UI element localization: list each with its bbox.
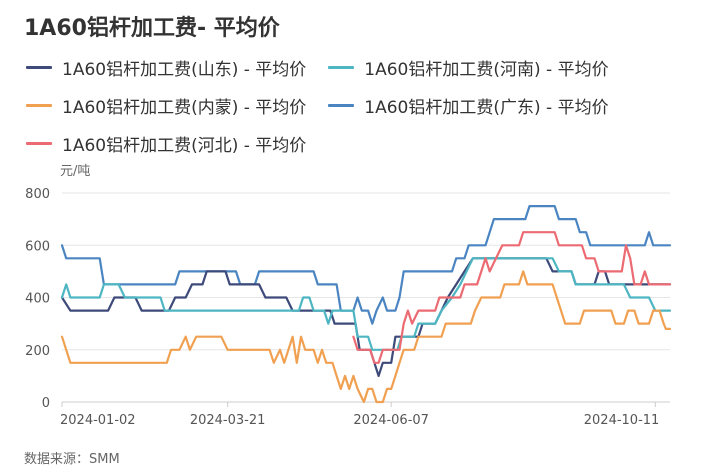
legend-swatch-hebei — [26, 141, 52, 145]
x-tick-label: 2024-10-11 — [584, 413, 660, 428]
legend-label-hebei: 1A60铝杆加工费(河北) - 平均价 — [62, 135, 307, 156]
y-tick-label: 800 — [25, 187, 50, 202]
legend-item-shandong[interactable]: 1A60铝杆加工费(山东) - 平均价 — [26, 55, 306, 80]
legend-item-henan[interactable]: 1A60铝杆加工费(河南) - 平均价 — [328, 55, 609, 80]
series-line-henan[interactable] — [60, 257, 672, 351]
legend: 1A60铝杆加工费(山东) - 平均价 1A60铝杆加工费(河南) - 平均价 … — [26, 48, 706, 162]
legend-swatch-neimeng — [26, 103, 52, 107]
y-tick-label: 600 — [25, 239, 50, 254]
series-line-guangdong[interactable] — [60, 205, 672, 325]
legend-item-neimeng[interactable]: 1A60铝杆加工费(内蒙) - 平均价 — [26, 93, 306, 118]
x-tick-label: 2024-01-02 — [60, 413, 136, 428]
legend-swatch-henan — [328, 65, 355, 69]
series-line-hebei[interactable] — [352, 231, 672, 364]
legend-swatch-guangdong — [328, 103, 355, 107]
legend-label-shandong: 1A60铝杆加工费(山东) - 平均价 — [62, 59, 307, 80]
series-line-neimeng[interactable] — [60, 270, 672, 404]
x-tick-label: 2024-03-21 — [190, 413, 266, 428]
legend-item-hebei[interactable]: 1A60铝杆加工费(河北) - 平均价 — [26, 131, 306, 156]
series-line-shandong[interactable] — [60, 257, 672, 377]
y-tick-label: 200 — [25, 344, 50, 359]
y-axis-unit: 元/吨 — [60, 164, 91, 179]
chart-title: 1A60铝杆加工费- 平均价 — [24, 16, 280, 41]
legend-swatch-shandong — [26, 65, 52, 69]
legend-label-guangdong: 1A60铝杆加工费(广东) - 平均价 — [364, 97, 609, 118]
y-tick-label: 0 — [42, 396, 50, 411]
legend-item-guangdong[interactable]: 1A60铝杆加工费(广东) - 平均价 — [328, 93, 609, 118]
data-source: 数据来源：SMM — [24, 452, 120, 467]
legend-label-neimeng: 1A60铝杆加工费(内蒙) - 平均价 — [62, 97, 307, 118]
y-tick-label: 400 — [25, 292, 50, 307]
legend-label-henan: 1A60铝杆加工费(河南) - 平均价 — [364, 59, 609, 80]
x-tick-label: 2024-06-07 — [353, 413, 429, 428]
